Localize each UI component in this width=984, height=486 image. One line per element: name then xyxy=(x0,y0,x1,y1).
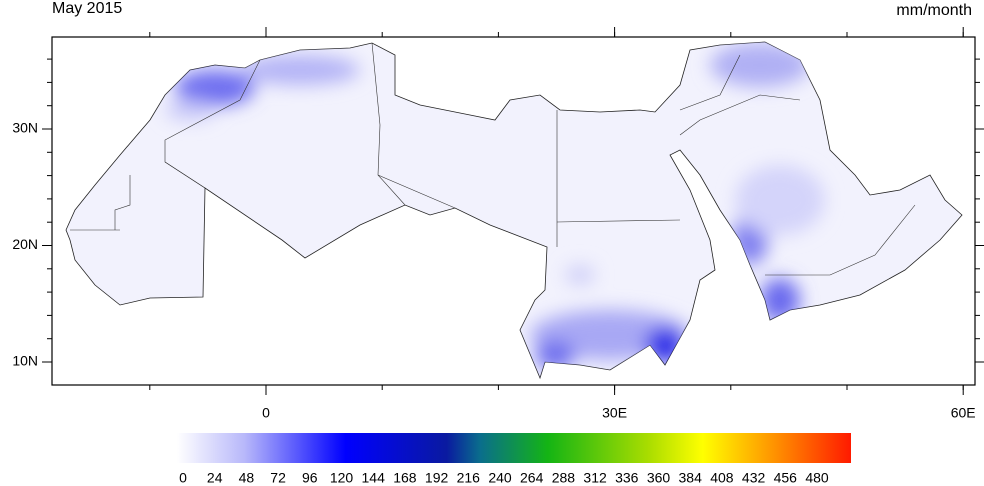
colorbar-label: 216 xyxy=(457,470,481,486)
map-frame xyxy=(51,36,976,386)
colorbar xyxy=(177,433,851,463)
lat-tick-label: 20N xyxy=(12,236,38,252)
units-label: mm/month xyxy=(896,2,972,19)
lon-tick-label: 0 xyxy=(262,405,270,421)
colorbar-label: 432 xyxy=(742,470,766,486)
colorbar-label: 408 xyxy=(710,470,734,486)
colorbar-label: 72 xyxy=(270,470,286,486)
colorbar-labels: 0 24 48 72 96 120 144 168 192 216 240 264 288 312 336 3… xyxy=(179,470,829,486)
lat-tick-label: 30N xyxy=(12,120,38,136)
colorbar-label: 192 xyxy=(425,470,449,486)
axes: 0 30E 60E 30N 20N 10N xyxy=(12,27,984,421)
map-title: May 2015 xyxy=(52,0,122,17)
lat-tick-label: 10N xyxy=(12,353,38,369)
colorbar-label: 168 xyxy=(393,470,417,486)
colorbar-label: 240 xyxy=(488,470,512,486)
land xyxy=(65,41,963,379)
lon-tick-label: 30E xyxy=(602,405,627,421)
precipitation xyxy=(165,43,825,370)
colorbar-label: 264 xyxy=(520,470,544,486)
colorbar-label: 48 xyxy=(239,470,255,486)
colorbar-label: 288 xyxy=(552,470,576,486)
colorbar-label: 480 xyxy=(805,470,829,486)
colorbar-label: 312 xyxy=(583,470,607,486)
colorbar-label: 24 xyxy=(207,470,223,486)
colorbar-label: 0 xyxy=(179,470,187,486)
colorbar-label: 144 xyxy=(362,470,386,486)
colorbar-label: 120 xyxy=(330,470,354,486)
colorbar-label: 336 xyxy=(615,470,639,486)
colorbar-label: 456 xyxy=(774,470,798,486)
colorbar-label: 384 xyxy=(679,470,703,486)
colorbar-label: 360 xyxy=(647,470,671,486)
colorbar-label: 96 xyxy=(302,470,318,486)
lon-tick-label: 60E xyxy=(951,405,976,421)
